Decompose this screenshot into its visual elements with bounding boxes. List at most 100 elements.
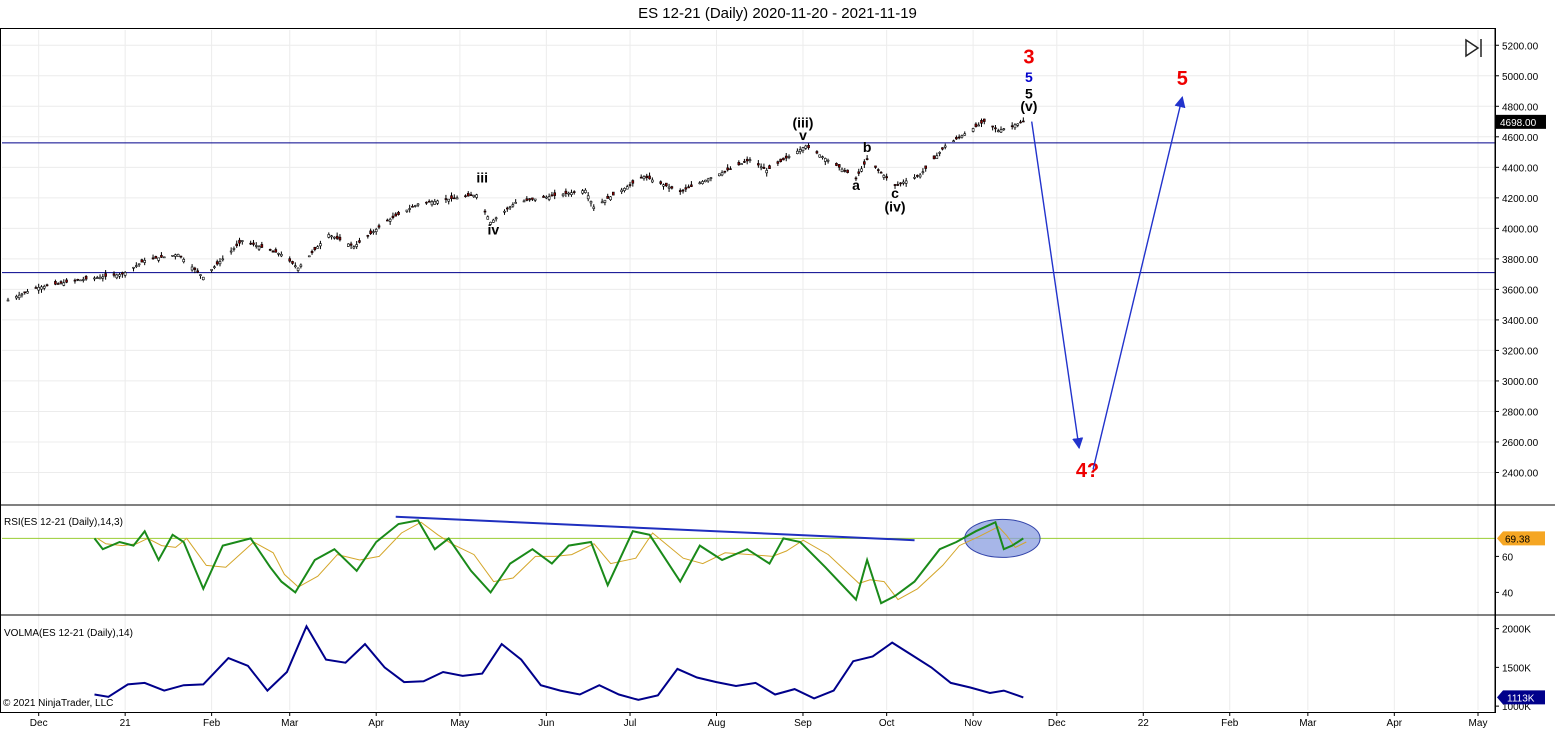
price-candle-body xyxy=(56,283,60,285)
price-candle-body xyxy=(687,186,690,189)
volma-tick-label: 1000K xyxy=(1502,702,1531,713)
price-candle-body xyxy=(201,276,205,281)
price-tick-label: 3400.00 xyxy=(1502,316,1539,327)
price-candle-body xyxy=(567,192,570,195)
price-candle-body xyxy=(611,191,615,196)
price-candle-body xyxy=(310,250,314,254)
wave-label: 4? xyxy=(1076,460,1099,482)
price-candle-body xyxy=(327,234,331,238)
rsi-tick-label: 40 xyxy=(1502,588,1514,599)
price-candle-body xyxy=(79,279,82,282)
projection-arrows xyxy=(1031,96,1186,470)
price-candle-body xyxy=(639,176,643,179)
price-candle-body xyxy=(154,256,158,259)
price-candle-body xyxy=(62,282,66,286)
price-candle-body xyxy=(670,186,674,189)
collapse-panel-icon[interactable] xyxy=(1462,36,1488,60)
price-candle-body xyxy=(706,178,710,182)
price-candle-body xyxy=(42,286,46,289)
price-candle-body xyxy=(550,194,554,197)
price-candle-body xyxy=(464,195,467,198)
price-series xyxy=(6,117,1025,302)
price-candle-body xyxy=(807,144,810,149)
price-candle-body xyxy=(483,210,487,213)
price-candle-body xyxy=(296,267,300,271)
price-candle-body xyxy=(294,265,297,268)
price-candle-body xyxy=(6,299,10,302)
price-tick-label: 4600.00 xyxy=(1502,133,1539,144)
rsi-value-label: 69.38 xyxy=(1505,534,1530,545)
price-candle-body xyxy=(698,182,702,185)
price-candle-body xyxy=(352,246,356,249)
price-candle-body xyxy=(899,182,902,185)
price-candle-body xyxy=(606,195,610,199)
price-candle-body xyxy=(837,164,841,168)
price-candle-body xyxy=(943,145,947,148)
price-tick-label: 3000.00 xyxy=(1502,377,1539,388)
price-candle-body xyxy=(743,161,746,163)
price-candle-body xyxy=(628,184,632,186)
price-candle-body xyxy=(115,274,119,279)
price-candle-body xyxy=(503,210,506,213)
price-candle-body xyxy=(218,261,222,265)
wave-label: iii xyxy=(476,170,488,186)
price-candle-body xyxy=(885,176,888,179)
price-candle-body xyxy=(76,278,80,281)
price-candle-body xyxy=(386,219,389,222)
price-candle-body xyxy=(525,198,529,201)
price-candle-body xyxy=(980,120,983,124)
price-candle-body xyxy=(863,161,866,165)
price-candle-body xyxy=(238,239,241,244)
price-candle-body xyxy=(416,203,420,206)
x-tick-label: Mar xyxy=(281,718,299,729)
price-candle-body xyxy=(257,246,261,250)
price-tick-label: 3200.00 xyxy=(1502,346,1539,357)
price-candle-body xyxy=(681,189,685,192)
x-tick-label: Apr xyxy=(368,718,384,729)
price-candle-body xyxy=(391,215,395,218)
price-candle-body xyxy=(171,255,174,257)
price-candle-body xyxy=(553,192,557,196)
price-candle-body xyxy=(213,266,216,269)
price-candle-body xyxy=(84,276,88,280)
price-candle-body xyxy=(684,187,688,190)
price-candle-body xyxy=(377,225,381,228)
price-candle-body xyxy=(489,221,492,225)
price-candle-body xyxy=(405,209,409,212)
price-candle-body xyxy=(249,242,252,245)
price-candle-body xyxy=(452,197,456,200)
price-candle-body xyxy=(896,184,900,186)
price-candle-body xyxy=(776,161,780,164)
price-candle-body xyxy=(999,129,1003,133)
price-candle-body xyxy=(330,235,333,238)
price-tick-label: 4000.00 xyxy=(1502,224,1539,235)
price-candle-body xyxy=(338,236,342,241)
price-candle-body xyxy=(631,180,635,184)
price-candle-body xyxy=(664,182,668,187)
price-candle-body xyxy=(447,198,451,202)
x-tick-label: Jun xyxy=(538,718,554,729)
wave-label: 5 xyxy=(1177,68,1188,90)
price-candle-body xyxy=(572,191,576,193)
plot-frame xyxy=(0,28,1496,713)
price-candle-body xyxy=(20,293,24,296)
price-candle-body xyxy=(545,196,548,199)
price-candle-body xyxy=(98,276,102,280)
price-candle-body xyxy=(623,188,626,191)
price-candle-body xyxy=(472,194,476,198)
rsi-value-tag xyxy=(1497,531,1545,546)
price-candle-body xyxy=(860,168,863,172)
x-tick-label: 21 xyxy=(120,718,132,729)
price-candle-body xyxy=(952,140,955,143)
price-candle-body xyxy=(179,255,183,258)
rsi-tick-label: 60 xyxy=(1502,552,1514,563)
price-candle-body xyxy=(215,261,219,265)
rsi-panel xyxy=(2,515,1495,605)
price-candle-body xyxy=(199,274,202,276)
price-candle-body xyxy=(645,175,649,178)
x-tick-label: Nov xyxy=(964,718,982,729)
price-candle-body xyxy=(690,184,693,187)
price-candle-body xyxy=(748,159,752,161)
volma-value-tag xyxy=(1497,690,1545,705)
